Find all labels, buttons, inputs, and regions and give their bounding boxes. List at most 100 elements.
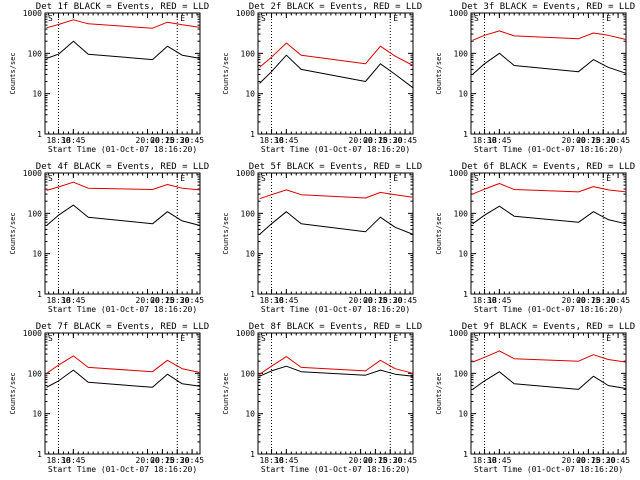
x-tick-label: 20:00 bbox=[349, 456, 373, 465]
x-tick-label: 20:45 bbox=[606, 296, 630, 305]
x-tick-label: 18:30 bbox=[259, 136, 283, 145]
y-tick-label: 1 bbox=[250, 290, 255, 299]
x-tick-label: 18:45 bbox=[61, 136, 85, 145]
y-tick-label: 100 bbox=[28, 209, 43, 218]
y-axis-label: Counts/sec bbox=[222, 212, 230, 254]
x-axis-label: Start Time (01-Oct-07 18:16:20) bbox=[261, 465, 410, 474]
y-tick-label: 10 bbox=[32, 250, 42, 259]
start-marker-label: S bbox=[261, 14, 266, 23]
y-axis-label: Counts/sec bbox=[9, 212, 17, 254]
events-series-line bbox=[259, 211, 414, 235]
panel-title: Det 8f BLACK = Events, RED = LLD bbox=[249, 322, 422, 332]
x-tick-label: 20:45 bbox=[180, 136, 204, 145]
x-tick-label: 20:00 bbox=[562, 456, 586, 465]
detector-panel-9: Det 9f BLACK = Events, RED = LLD S E 1 10 100… bbox=[435, 322, 635, 474]
x-tick-label: 18:30 bbox=[46, 296, 70, 305]
end-marker-label: E bbox=[393, 174, 398, 183]
panel-title: Det 4f BLACK = Events, RED = LLD bbox=[36, 162, 209, 172]
x-tick-label: 20:45 bbox=[606, 456, 630, 465]
start-marker-label: S bbox=[261, 174, 266, 183]
panel-title: Det 1f BLACK = Events, RED = LLD bbox=[36, 2, 209, 12]
x-tick-label: 20:45 bbox=[606, 136, 630, 145]
events-series-line bbox=[472, 371, 627, 390]
x-tick-label: 18:30 bbox=[472, 456, 496, 465]
end-marker-label: E bbox=[606, 334, 611, 343]
x-tick-label: 20:30 bbox=[591, 456, 615, 465]
panel-title: Det 9f BLACK = Events, RED = LLD bbox=[462, 322, 635, 332]
x-tick-label: 20:15 bbox=[150, 296, 174, 305]
x-tick-label: 20:15 bbox=[363, 136, 387, 145]
end-marker-label: E bbox=[180, 14, 185, 23]
x-tick-label: 20:15 bbox=[576, 296, 600, 305]
x-axis-label: Start Time (01-Oct-07 18:16:20) bbox=[48, 305, 197, 314]
y-tick-label: 1 bbox=[37, 450, 42, 459]
x-tick-label: 18:45 bbox=[61, 296, 85, 305]
x-tick-label: 18:30 bbox=[46, 456, 70, 465]
detector-panel-8: Det 8f BLACK = Events, RED = LLD S E 1 10 100… bbox=[222, 322, 422, 474]
lld-series-line bbox=[472, 30, 627, 41]
y-axis-label: Counts/sec bbox=[222, 372, 230, 414]
x-tick-label: 18:30 bbox=[472, 136, 496, 145]
x-tick-label: 20:00 bbox=[562, 296, 586, 305]
y-axis-label: Counts/sec bbox=[435, 372, 443, 414]
y-tick-label: 10 bbox=[32, 90, 42, 99]
y-tick-label: 10 bbox=[458, 90, 468, 99]
y-tick-label: 10 bbox=[32, 410, 42, 419]
x-tick-label: 20:30 bbox=[165, 136, 189, 145]
x-tick-label: 20:00 bbox=[136, 296, 160, 305]
y-axis-label: Counts/sec bbox=[9, 372, 17, 414]
y-tick-label: 1 bbox=[250, 450, 255, 459]
x-tick-label: 20:45 bbox=[180, 296, 204, 305]
x-tick-label: 20:00 bbox=[136, 136, 160, 145]
lld-series-line bbox=[472, 350, 627, 363]
y-tick-label: 1000 bbox=[449, 9, 468, 18]
y-axis-label: Counts/sec bbox=[9, 52, 17, 94]
events-series-line bbox=[46, 40, 201, 61]
x-tick-label: 20:45 bbox=[180, 456, 204, 465]
detector-panel-4: Det 4f BLACK = Events, RED = LLD S E 1 10 100… bbox=[9, 162, 209, 314]
x-tick-label: 20:30 bbox=[378, 296, 402, 305]
end-marker-label: E bbox=[180, 174, 185, 183]
x-axis-label: Start Time (01-Oct-07 18:16:20) bbox=[474, 145, 623, 154]
lld-series-line bbox=[46, 181, 201, 191]
start-marker-label: S bbox=[48, 334, 53, 343]
y-tick-label: 100 bbox=[241, 49, 256, 58]
end-marker-label: E bbox=[606, 14, 611, 23]
detector-panel-6: Det 6f BLACK = Events, RED = LLD S E 1 10 100… bbox=[435, 162, 635, 314]
x-axis-label: Start Time (01-Oct-07 18:16:20) bbox=[48, 465, 197, 474]
start-marker-label: S bbox=[48, 14, 53, 23]
x-tick-label: 20:15 bbox=[363, 296, 387, 305]
x-tick-label: 20:15 bbox=[576, 136, 600, 145]
detector-panel-3: Det 3f BLACK = Events, RED = LLD S E 1 10 100… bbox=[435, 2, 635, 154]
x-tick-label: 18:30 bbox=[472, 296, 496, 305]
y-tick-label: 100 bbox=[241, 369, 256, 378]
x-tick-label: 20:30 bbox=[591, 136, 615, 145]
x-tick-label: 20:45 bbox=[393, 296, 417, 305]
x-tick-label: 20:30 bbox=[378, 456, 402, 465]
x-tick-label: 18:30 bbox=[259, 296, 283, 305]
y-tick-label: 1 bbox=[463, 450, 468, 459]
x-tick-label: 20:00 bbox=[136, 456, 160, 465]
x-tick-label: 18:45 bbox=[487, 136, 511, 145]
start-marker-label: S bbox=[474, 14, 479, 23]
y-tick-label: 1 bbox=[463, 130, 468, 139]
events-series-line bbox=[46, 369, 201, 388]
panel-title: Det 5f BLACK = Events, RED = LLD bbox=[249, 162, 422, 172]
events-series-line bbox=[259, 54, 414, 89]
y-tick-label: 1 bbox=[463, 290, 468, 299]
y-tick-label: 10 bbox=[245, 90, 255, 99]
start-marker-label: S bbox=[474, 174, 479, 183]
x-tick-label: 20:45 bbox=[393, 456, 417, 465]
lld-series-line bbox=[46, 355, 201, 374]
y-tick-label: 1 bbox=[37, 290, 42, 299]
start-marker-label: S bbox=[48, 174, 53, 183]
x-tick-label: 18:45 bbox=[487, 296, 511, 305]
x-tick-label: 18:30 bbox=[259, 456, 283, 465]
panel-title: Det 3f BLACK = Events, RED = LLD bbox=[462, 2, 635, 12]
end-marker-label: E bbox=[180, 334, 185, 343]
x-tick-label: 20:15 bbox=[576, 456, 600, 465]
x-tick-label: 20:45 bbox=[393, 136, 417, 145]
start-marker-label: S bbox=[261, 334, 266, 343]
x-tick-label: 18:45 bbox=[61, 456, 85, 465]
